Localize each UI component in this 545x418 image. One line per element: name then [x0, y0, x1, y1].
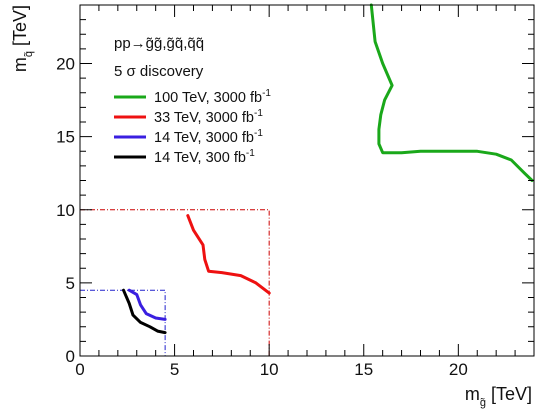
- series-line-1: [186, 214, 271, 295]
- x-tick-label: 5: [170, 360, 179, 379]
- legend-label-3: 14 TeV, 300 fb-1: [154, 148, 255, 166]
- legend-label-0: 100 TeV, 3000 fb-1: [154, 88, 271, 106]
- reference-box-0: [80, 209, 270, 356]
- tick-labels: 0 5 10 15 20 0 5 10 15 20: [56, 55, 468, 380]
- x-tick-label: 0: [75, 360, 84, 379]
- legend-discovery-label: 5 σ discovery: [114, 63, 204, 80]
- y-tick-label: 15: [56, 128, 75, 147]
- legend-process-label: pp→g̃g̃,g̃q̃,q̃q̃: [114, 35, 204, 52]
- series-line-0: [369, 3, 534, 182]
- axis-ticks: [79, 4, 535, 357]
- plot-frame: [79, 4, 535, 357]
- x-tick-label: 15: [354, 360, 373, 379]
- reference-box-1: [80, 289, 166, 356]
- y-tick-label: 0: [66, 347, 75, 366]
- series-line-3: [122, 288, 167, 335]
- legend-label-1: 33 TeV, 3000 fb-1: [154, 108, 263, 126]
- x-tick-label: 20: [449, 360, 468, 379]
- legend-label-2: 14 TeV, 3000 fb-1: [154, 128, 263, 146]
- legend: pp→g̃g̃,g̃q̃,q̃q̃ 5 σ discovery 100 TeV,…: [114, 35, 271, 166]
- y-tick-label: 5: [66, 274, 75, 293]
- series-lines: [122, 3, 534, 335]
- x-axis-label: mg̃ [TeV]: [465, 384, 532, 409]
- x-tick-label: 10: [260, 360, 279, 379]
- series-line-2: [127, 288, 167, 321]
- y-tick-label: 10: [56, 201, 75, 220]
- reference-boxes: [80, 209, 270, 356]
- y-tick-label: 20: [56, 55, 75, 74]
- y-axis-label: mq̃ [TeV]: [10, 5, 35, 72]
